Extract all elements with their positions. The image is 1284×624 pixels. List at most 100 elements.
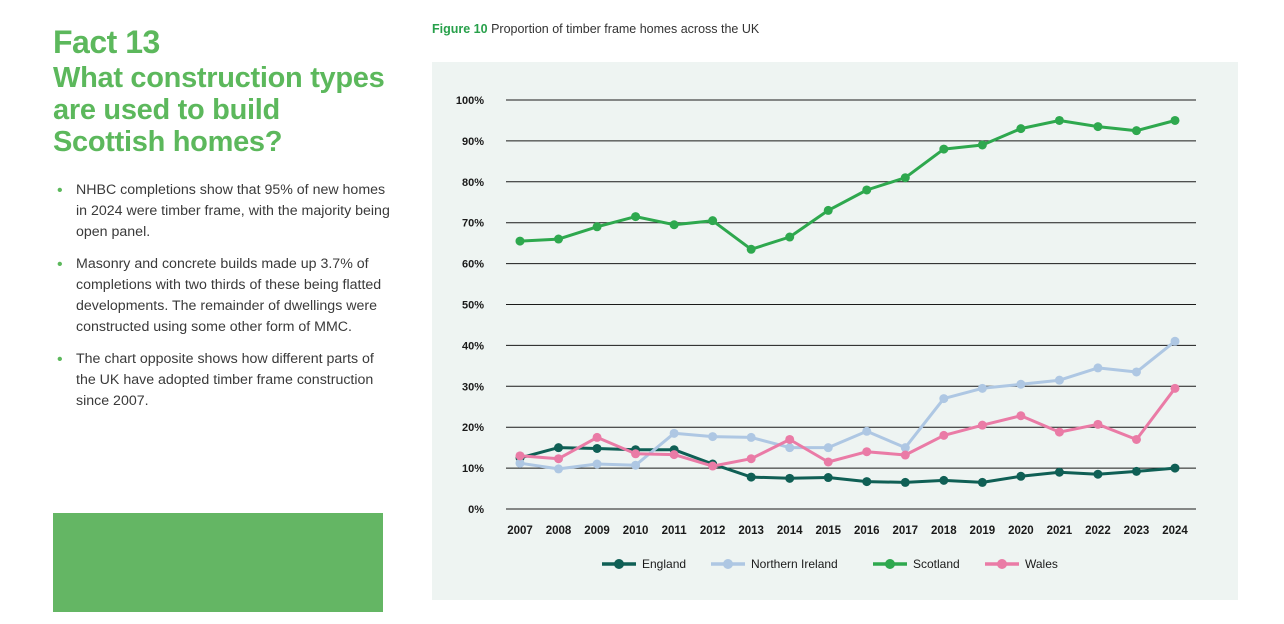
x-tick-label: 2016 bbox=[854, 525, 880, 537]
list-item: • The chart opposite shows how different … bbox=[53, 349, 393, 412]
data-point-england bbox=[1131, 466, 1141, 476]
bullet-icon: • bbox=[57, 182, 63, 199]
x-tick-label: 2013 bbox=[738, 525, 764, 537]
legend-marker-scotland bbox=[885, 559, 895, 569]
data-point-wales bbox=[862, 447, 872, 457]
bullet-text: Masonry and concrete builds made up 3.7%… bbox=[76, 256, 382, 335]
y-tick-label: 20% bbox=[462, 422, 484, 434]
data-point-scotland bbox=[1170, 115, 1180, 125]
data-point-scotland bbox=[631, 212, 641, 222]
data-point-northern-ireland bbox=[939, 394, 949, 404]
data-point-wales bbox=[1054, 427, 1064, 437]
data-point-england bbox=[746, 472, 756, 482]
data-point-northern-ireland bbox=[1170, 336, 1180, 346]
legend-marker-wales bbox=[997, 559, 1007, 569]
series-line-wales bbox=[519, 387, 1177, 468]
data-point-northern-ireland bbox=[1093, 363, 1103, 373]
data-point-england bbox=[939, 475, 949, 485]
y-tick-label: 80% bbox=[462, 177, 484, 189]
fact-panel: Fact 13 What construction types are used… bbox=[53, 24, 393, 423]
list-item: • NHBC completions show that 95% of new h… bbox=[53, 180, 393, 243]
data-point-scotland bbox=[515, 236, 525, 246]
x-tick-label: 2019 bbox=[970, 525, 996, 537]
figure-title: Proportion of timber frame homes across … bbox=[491, 22, 760, 36]
data-point-wales bbox=[1016, 411, 1026, 421]
figure-caption: Figure 10 Proportion of timber frame hom… bbox=[432, 22, 759, 36]
y-tick-label: 70% bbox=[462, 218, 484, 230]
x-tick-label: 2020 bbox=[1008, 525, 1034, 537]
x-tick-label: 2017 bbox=[892, 525, 918, 537]
y-tick-label: 40% bbox=[462, 340, 484, 352]
data-point-northern-ireland bbox=[554, 464, 564, 474]
data-point-england bbox=[862, 477, 872, 487]
data-point-northern-ireland bbox=[977, 383, 987, 393]
bullet-icon: • bbox=[57, 351, 63, 368]
data-point-scotland bbox=[669, 220, 679, 230]
bullet-text: The chart opposite shows how different p… bbox=[76, 351, 374, 409]
data-point-wales bbox=[515, 451, 525, 461]
data-point-scotland bbox=[785, 232, 795, 242]
data-point-northern-ireland bbox=[900, 443, 910, 453]
legend-label-northern-ireland: Northern Ireland bbox=[751, 557, 838, 571]
data-point-wales bbox=[1131, 434, 1141, 444]
data-point-wales bbox=[977, 420, 987, 430]
data-point-scotland bbox=[823, 205, 833, 215]
data-point-wales bbox=[746, 454, 756, 464]
data-point-northern-ireland bbox=[1131, 367, 1141, 377]
x-tick-label: 2023 bbox=[1124, 525, 1150, 537]
list-item: • Masonry and concrete builds made up 3.7… bbox=[53, 254, 393, 338]
data-point-wales bbox=[939, 430, 949, 440]
data-point-wales bbox=[1093, 419, 1103, 429]
data-point-scotland bbox=[708, 216, 718, 226]
x-tick-label: 2010 bbox=[623, 525, 649, 537]
data-point-england bbox=[1093, 469, 1103, 479]
data-point-england bbox=[1016, 471, 1026, 481]
data-point-wales bbox=[708, 461, 718, 471]
data-point-england bbox=[900, 477, 910, 487]
x-tick-label: 2021 bbox=[1047, 525, 1073, 537]
data-point-wales bbox=[554, 454, 564, 464]
data-point-northern-ireland bbox=[669, 428, 679, 438]
data-point-wales bbox=[785, 434, 795, 444]
data-point-scotland bbox=[862, 185, 872, 195]
x-tick-label: 2009 bbox=[584, 525, 610, 537]
data-point-northern-ireland bbox=[823, 443, 833, 453]
figure-label: Figure 10 bbox=[432, 22, 488, 36]
data-point-england bbox=[1054, 467, 1064, 477]
data-point-wales bbox=[592, 432, 602, 442]
series-line-northern-ireland bbox=[519, 340, 1176, 471]
bullet-list: • NHBC completions show that 95% of new h… bbox=[53, 180, 393, 412]
data-point-england bbox=[823, 473, 833, 483]
line-chart: 0% 10% 20% 30% 40% 50% 60% 70% 80% 90% 100% 2007 200… bbox=[456, 95, 1196, 571]
y-tick-label: 0% bbox=[468, 504, 484, 516]
data-point-northern-ireland bbox=[862, 426, 872, 436]
x-tick-label: 2022 bbox=[1085, 525, 1111, 537]
y-tick-label: 50% bbox=[462, 300, 484, 312]
data-point-scotland bbox=[1093, 122, 1103, 132]
legend-label-scotland: Scotland bbox=[913, 557, 960, 571]
data-point-scotland bbox=[746, 244, 756, 254]
y-tick-label: 10% bbox=[462, 463, 484, 475]
x-tick-label: 2007 bbox=[507, 525, 533, 537]
data-point-northern-ireland bbox=[746, 432, 756, 442]
fact-number: Fact 13 bbox=[53, 24, 160, 60]
data-point-northern-ireland bbox=[785, 443, 795, 453]
y-tick-label: 30% bbox=[462, 381, 484, 393]
data-point-northern-ireland bbox=[708, 432, 718, 442]
y-tick-label: 90% bbox=[462, 136, 484, 148]
data-point-scotland bbox=[1016, 124, 1026, 134]
data-point-england bbox=[592, 443, 602, 453]
data-point-northern-ireland bbox=[1054, 375, 1064, 385]
legend-label-england: England bbox=[642, 557, 686, 571]
data-point-northern-ireland bbox=[631, 460, 641, 470]
decorative-green-block bbox=[53, 513, 383, 612]
bullet-icon: • bbox=[57, 256, 63, 273]
fact-title: What construction types are used to buil… bbox=[53, 62, 385, 158]
x-tick-label: 2012 bbox=[700, 525, 726, 537]
data-point-england bbox=[785, 473, 795, 483]
data-point-wales bbox=[631, 449, 641, 459]
x-tick-label: 2024 bbox=[1162, 525, 1188, 537]
data-point-northern-ireland bbox=[515, 458, 525, 468]
x-tick-label: 2011 bbox=[662, 525, 688, 537]
legend-marker-northern-ireland bbox=[723, 559, 733, 569]
